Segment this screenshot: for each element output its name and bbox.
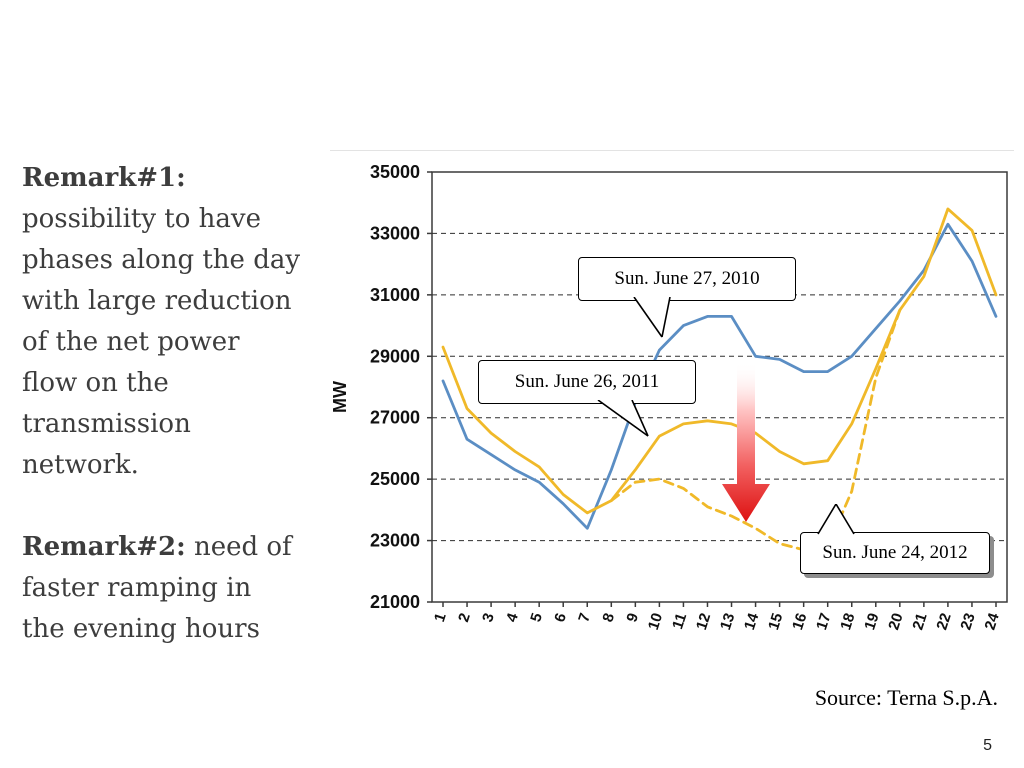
series-line-1	[441, 207, 998, 515]
reduction-arrow-icon	[722, 362, 770, 522]
x-tick-label: 5	[527, 611, 546, 624]
x-tick-label: 13	[717, 611, 738, 632]
x-tick-label: 15	[765, 611, 786, 632]
x-tick-label: 19	[861, 611, 882, 632]
callout-2010-label: Sun. June 27, 2010	[614, 268, 760, 289]
remark-1-title: Remark#1:	[22, 163, 186, 193]
power-flow-chart: MW 35000 33000 31000 29000 27000 25000 23000 21…	[330, 150, 1014, 643]
x-tick-label: 1	[431, 611, 450, 624]
y-tick-label: 25000	[370, 469, 420, 489]
callout-2011-label: Sun. June 26, 2011	[514, 371, 660, 392]
callout-2012: Sun. June 24, 2012	[800, 532, 990, 574]
y-axis-label: MW	[330, 381, 350, 413]
x-tick-label: 16	[789, 611, 810, 632]
callout-tail-2012	[817, 504, 855, 535]
x-tick-label: 11	[669, 611, 690, 631]
y-tick-label: 23000	[370, 531, 420, 551]
remark-1: Remark#1: possibility to have phases alo…	[22, 158, 302, 486]
chart-canvas: MW 3500033000310002900027000250002300021…	[330, 162, 1008, 632]
x-tick-label: 20	[885, 611, 906, 632]
x-tick-label: 6	[551, 611, 570, 624]
series-line-2	[609, 308, 902, 552]
callout-2012-label: Sun. June 24, 2012	[822, 542, 968, 563]
x-tick-label: 24	[981, 610, 1003, 632]
x-tick-label: 23	[957, 611, 978, 632]
x-tick-label: 14	[741, 610, 763, 632]
x-tick-label: 12	[693, 611, 714, 632]
y-tick-label: 33000	[370, 223, 420, 243]
y-tick-label: 27000	[370, 408, 420, 428]
y-tick-label: 29000	[370, 346, 420, 366]
x-tick-label: 21	[909, 611, 930, 632]
callout-2011: Sun. June 26, 2011	[478, 360, 696, 404]
remark-2: Remark#2: need of faster ramping in the …	[22, 527, 302, 650]
y-tick-label: 21000	[370, 592, 420, 612]
callout-tail-2010	[633, 297, 671, 338]
series-line-0	[441, 222, 998, 530]
remarks-text-block: Remark#1: possibility to have phases alo…	[22, 158, 302, 691]
x-tick-label: 3	[479, 611, 498, 624]
callout-2010: Sun. June 27, 2010	[578, 257, 796, 301]
x-tick-label: 17	[813, 611, 834, 632]
page-number: 5	[983, 737, 992, 754]
x-tick-label: 7	[575, 611, 594, 624]
remark-2-title: Remark#2:	[22, 532, 186, 562]
x-tick-label: 4	[503, 610, 522, 624]
x-tick-label: 18	[837, 611, 858, 632]
x-tick-label: 2	[455, 611, 474, 624]
y-tick-label: 31000	[370, 285, 420, 305]
y-tick-label: 35000	[370, 162, 420, 182]
x-tick-label: 10	[645, 611, 666, 632]
x-tick-label: 8	[599, 611, 618, 624]
remark-1-body: possibility to have phases along the day…	[22, 204, 301, 480]
remark-2-body: need of faster ramping in the evening ho…	[22, 532, 292, 644]
x-tick-label: 9	[623, 611, 642, 624]
x-tick-label: 22	[933, 611, 954, 632]
source-credit: Source: Terna S.p.A.	[814, 685, 998, 710]
callout-tail-2011	[597, 400, 649, 437]
